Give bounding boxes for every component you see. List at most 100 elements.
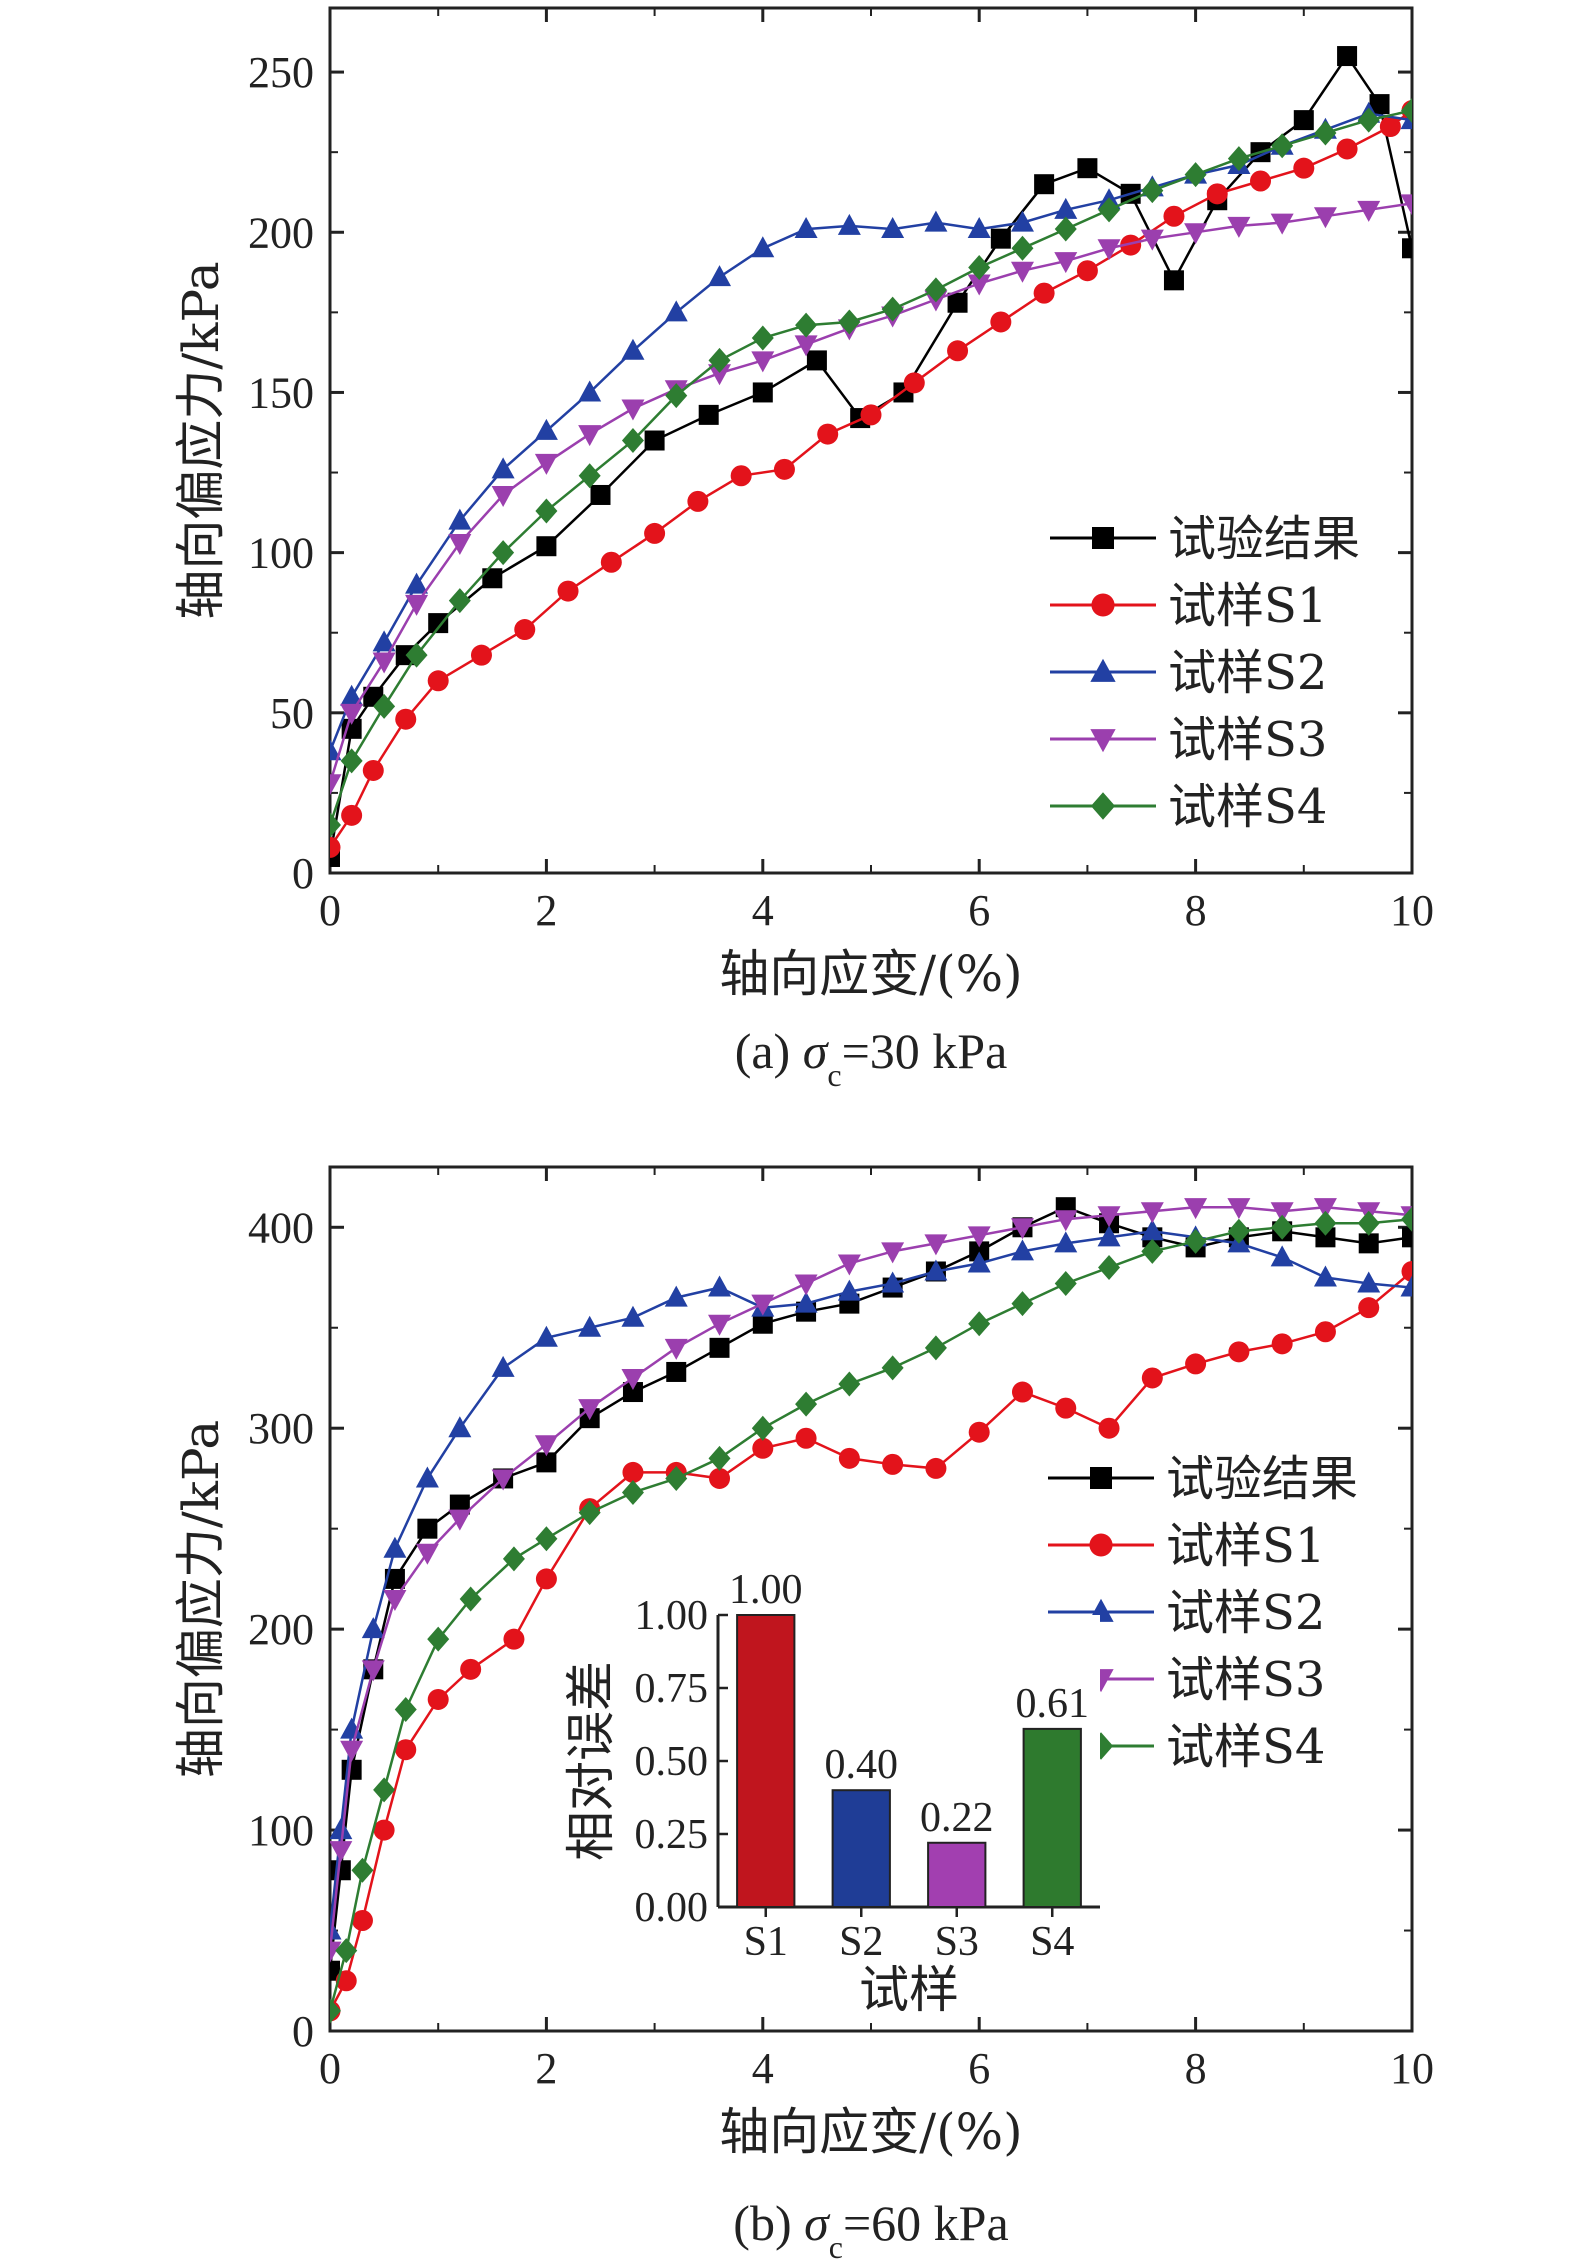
data-point — [664, 1285, 688, 1307]
inset-x-tick-label: S2 — [839, 1919, 883, 1965]
y-tick-label: 100 — [248, 529, 314, 578]
data-point — [383, 1590, 407, 1611]
data-point — [330, 836, 341, 858]
data-point — [534, 1325, 558, 1347]
data-point — [578, 1315, 602, 1337]
data-point — [1098, 197, 1121, 223]
data-point — [340, 748, 363, 774]
data-point — [1184, 162, 1207, 188]
data-point — [1054, 216, 1077, 242]
x-tick-label: 0 — [319, 886, 341, 935]
data-point — [503, 1628, 525, 1650]
data-point — [1055, 1397, 1077, 1419]
data-point — [449, 1494, 470, 1515]
data-point — [967, 274, 991, 296]
series-line — [330, 109, 1412, 849]
data-point — [1400, 1275, 1412, 1297]
inset-bar-value-label: 0.22 — [920, 1795, 994, 1841]
data-point — [1140, 1219, 1164, 1241]
data-point — [1336, 138, 1358, 160]
legend-marker — [1090, 729, 1116, 753]
legend-marker — [1089, 1533, 1113, 1557]
inset-x-tick-label: S3 — [935, 1919, 979, 1965]
data-point — [578, 380, 602, 402]
data-point — [621, 1480, 644, 1506]
legend-marker — [1090, 658, 1116, 682]
data-point — [578, 425, 602, 447]
data-point — [817, 423, 839, 445]
data-point — [1184, 223, 1208, 245]
data-point — [666, 1361, 687, 1382]
data-point — [535, 498, 558, 524]
data-point — [1097, 1206, 1121, 1228]
x-tick-label: 2 — [535, 886, 557, 935]
data-point — [1098, 1417, 1120, 1439]
data-point — [536, 1452, 557, 1473]
data-point — [967, 1251, 991, 1273]
data-point — [1293, 110, 1314, 131]
data-point — [536, 536, 557, 557]
data-point — [664, 1338, 688, 1360]
data-point — [460, 1658, 482, 1680]
data-point — [330, 1998, 341, 2024]
data-point — [491, 485, 515, 507]
data-point — [947, 292, 968, 313]
data-point — [1077, 158, 1098, 179]
data-point — [925, 1457, 947, 1479]
data-point — [1097, 1225, 1121, 1247]
data-point — [903, 372, 925, 394]
data-point — [752, 1437, 774, 1459]
data-point — [1401, 1206, 1412, 1232]
data-point — [621, 338, 645, 360]
data-point — [967, 217, 991, 239]
y-tick-label: 150 — [248, 368, 314, 417]
legend-label: 试验结果 — [1166, 1451, 1358, 1507]
caption-suffix: =60 kPa — [843, 2195, 1009, 2251]
data-point — [535, 1568, 557, 1590]
legend-label: 试样S1 — [1168, 578, 1327, 634]
series-layer — [330, 1197, 1412, 2024]
data-point — [1250, 170, 1272, 192]
caption-symbol: σ — [803, 1023, 830, 1079]
data-point — [1098, 1254, 1121, 1280]
data-point — [534, 1435, 558, 1457]
data-point — [752, 382, 773, 403]
data-point — [427, 1688, 449, 1710]
data-point — [427, 670, 449, 692]
x-tick-label: 10 — [1390, 2044, 1434, 2093]
inset-y-axis-label: 相对误差 — [562, 1661, 620, 1861]
data-point — [665, 383, 688, 409]
data-point — [330, 1960, 340, 1981]
x-tick-label: 8 — [1185, 886, 1207, 935]
data-point — [1313, 207, 1337, 229]
x-tick-label: 6 — [968, 2044, 990, 2093]
data-point — [341, 718, 362, 739]
legend-marker — [1090, 1467, 1112, 1489]
legend-label: 试样S4 — [1168, 779, 1327, 835]
data-point — [621, 1368, 645, 1390]
data-point — [502, 1546, 525, 1572]
data-point — [1011, 1291, 1034, 1317]
data-point — [1054, 1271, 1077, 1297]
data-point — [351, 1857, 374, 1883]
legend-marker — [1090, 792, 1116, 820]
data-point — [448, 534, 472, 556]
series-layer — [330, 46, 1412, 867]
y-tick-label: 300 — [248, 1404, 314, 1453]
data-point — [361, 1617, 385, 1639]
data-point — [340, 1717, 364, 1739]
data-point — [1054, 197, 1078, 219]
data-point — [860, 404, 882, 426]
data-point — [415, 1466, 439, 1488]
data-point — [1337, 46, 1358, 67]
legend-marker — [1092, 527, 1114, 549]
data-point — [709, 1467, 731, 1489]
legend-label: 试样S2 — [1166, 1585, 1325, 1641]
data-point — [535, 1526, 558, 1552]
data-point — [362, 759, 384, 781]
data-point — [330, 846, 340, 867]
legend-label: 试样S3 — [1168, 712, 1327, 768]
data-point — [427, 1626, 450, 1652]
data-point — [405, 642, 428, 668]
